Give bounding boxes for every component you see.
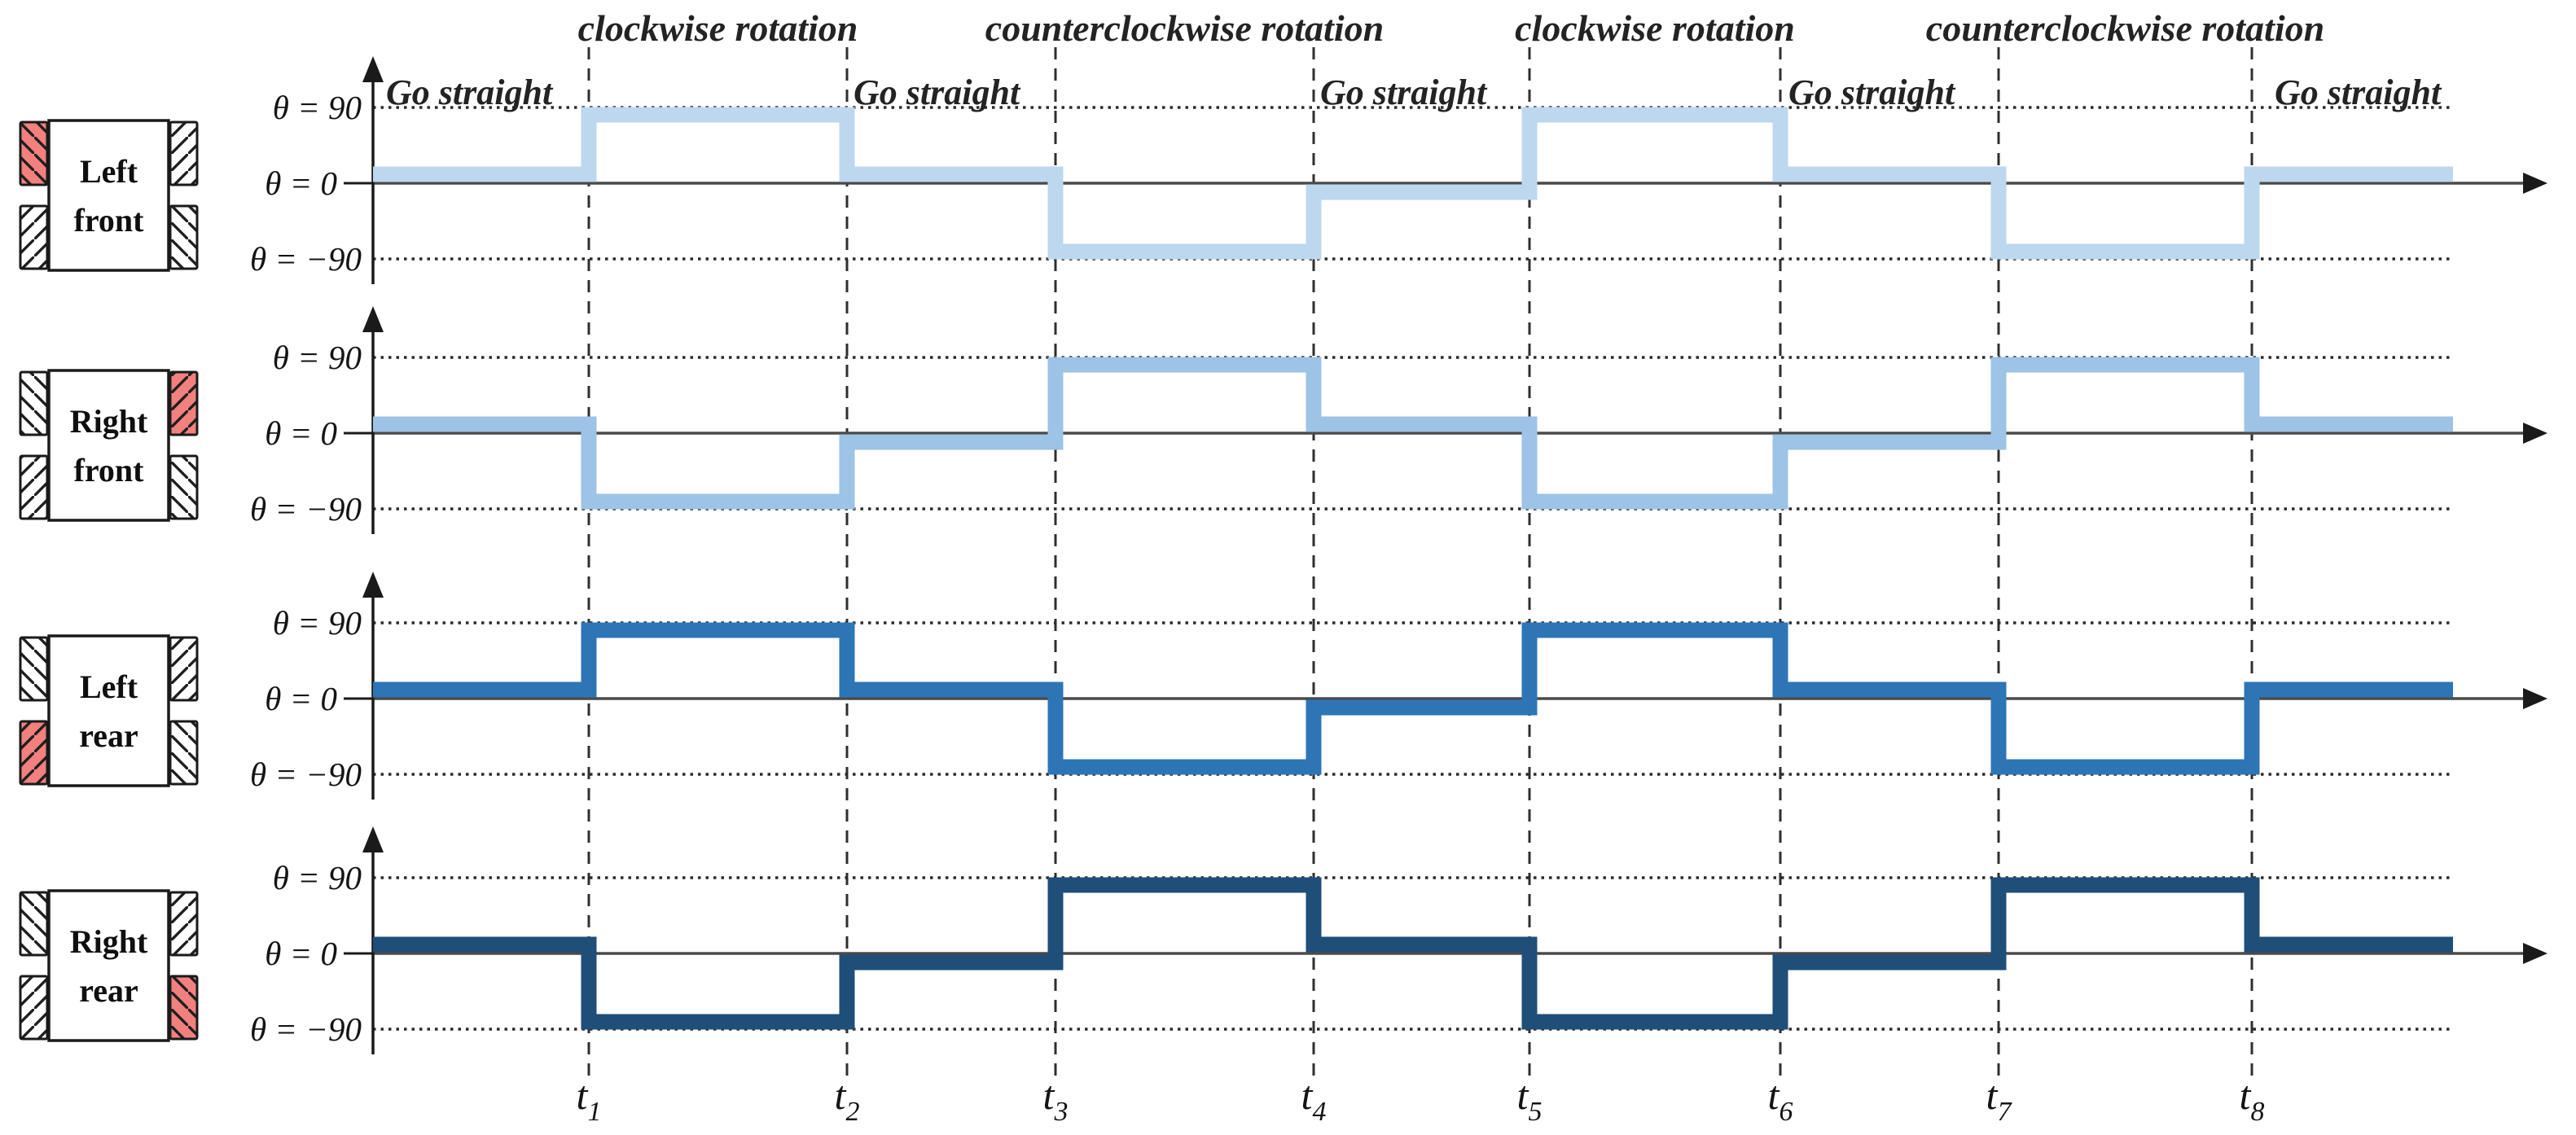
- time-label-subscript: 6: [1779, 1097, 1793, 1127]
- theta-zero-label: θ = 0: [265, 414, 337, 452]
- wheel-label-line1: Left: [80, 668, 138, 705]
- time-label-base: t: [1043, 1072, 1055, 1118]
- time-label-subscript: 2: [845, 1097, 859, 1127]
- time-label-t2: t2: [835, 1072, 860, 1127]
- time-axis-arrow-icon: [2523, 943, 2547, 964]
- wheel-front-right-icon: [169, 121, 199, 186]
- time-label-t1: t1: [577, 1072, 602, 1127]
- red-wheel-front-left-icon: [19, 121, 49, 186]
- red-wheel-rear-left-icon: [19, 720, 49, 786]
- theta-minus90-label: θ = −90: [250, 490, 362, 528]
- time-label-base: t: [2240, 1072, 2252, 1118]
- wheel-front-left-icon: [19, 891, 49, 957]
- time-axis-arrow-icon: [2523, 173, 2547, 194]
- theta-minus90-label: θ = −90: [250, 756, 362, 793]
- wheel-label-line2: front: [74, 202, 145, 239]
- robot-body: [47, 634, 170, 787]
- waveform-left-rear: [373, 622, 2453, 775]
- wheel-label-line2: rear: [79, 717, 138, 754]
- time-label-base: t: [1517, 1072, 1529, 1118]
- wheel-icon-left-front: Left front: [19, 119, 199, 272]
- time-axis-arrow-icon: [2523, 423, 2547, 444]
- wheel-label-line1: Right: [70, 923, 148, 960]
- wheel-front-left-icon: [19, 636, 49, 702]
- rotation-annotation-2: clockwise rotation: [1515, 7, 1795, 49]
- wheel-front-right-icon: [169, 891, 199, 957]
- rotation-annotation-0: clockwise rotation: [578, 7, 858, 49]
- panel-right-rear: θ = 90 θ = 0 θ = −90: [250, 826, 2547, 1054]
- panel-right-front: θ = 90 θ = 0 θ = −90: [250, 306, 2547, 534]
- wheel-rear-left-icon: [19, 975, 49, 1041]
- theta-plus90-label: θ = 90: [273, 339, 362, 376]
- wheel-front-left-icon: [19, 370, 49, 436]
- go-straight-annotation-3: Go straight: [1788, 72, 1956, 112]
- robot-body: [47, 119, 170, 272]
- theta-zero-label: θ = 0: [265, 680, 337, 717]
- red-wheel-front-right-icon: [169, 370, 199, 436]
- go-straight-annotation-0: Go straight: [386, 72, 554, 112]
- waveform-right-rear: [373, 877, 2453, 1030]
- theta-axis-arrow-icon: [362, 306, 384, 332]
- time-label-subscript: 8: [2250, 1097, 2264, 1127]
- time-label-subscript: 1: [587, 1097, 601, 1127]
- rotation-annotation-3: counterclockwise rotation: [1926, 7, 2324, 49]
- time-label-t4: t4: [1301, 1072, 1327, 1127]
- time-label-t3: t3: [1043, 1072, 1069, 1127]
- time-label-subscript: 3: [1053, 1097, 1068, 1127]
- time-label-t5: t5: [1517, 1072, 1543, 1127]
- time-label-t7: t7: [1986, 1072, 2013, 1127]
- theta-axis-arrow-icon: [362, 572, 384, 598]
- time-label-base: t: [1986, 1072, 1999, 1118]
- wheel-label-line1: Right: [70, 403, 148, 440]
- time-label-base: t: [1768, 1072, 1780, 1118]
- go-straight-annotation-1: Go straight: [854, 72, 1021, 112]
- theta-axis-arrow-icon: [362, 826, 384, 852]
- wheel-rear-right-icon: [169, 204, 199, 270]
- wheel-icon-right-front: Right front: [19, 369, 199, 522]
- wheel-rear-right-icon: [169, 720, 199, 786]
- time-label-subscript: 7: [1997, 1097, 2012, 1127]
- wheel-label-line2: front: [74, 452, 145, 489]
- wheel-front-right-icon: [169, 636, 199, 702]
- time-label-t8: t8: [2240, 1072, 2265, 1127]
- theta-minus90-label: θ = −90: [250, 240, 362, 278]
- panel-left-rear: θ = 90 θ = 0 θ = −90: [250, 572, 2547, 800]
- time-label-subscript: 4: [1312, 1097, 1326, 1127]
- wheel-label-line1: Left: [80, 153, 138, 190]
- wheel-icon-right-rear: Right rear: [19, 889, 199, 1042]
- theta-plus90-label: θ = 90: [273, 604, 362, 642]
- go-straight-annotation-2: Go straight: [1320, 72, 1488, 112]
- waveform-left-front: [373, 107, 2453, 260]
- theta-axis-arrow-icon: [362, 56, 384, 82]
- time-label-base: t: [577, 1072, 589, 1118]
- theta-plus90-label: θ = 90: [273, 859, 362, 896]
- wheel-rear-left-icon: [19, 454, 49, 520]
- wheel-rear-left-icon: [19, 204, 49, 270]
- wheel-label-line2: rear: [79, 972, 138, 1009]
- rotation-annotation-1: counterclockwise rotation: [985, 7, 1384, 49]
- time-label-base: t: [1301, 1072, 1314, 1118]
- theta-zero-label: θ = 0: [265, 935, 337, 972]
- red-wheel-rear-right-icon: [169, 975, 199, 1041]
- theta-zero-label: θ = 0: [265, 164, 337, 202]
- wheel-rear-right-icon: [169, 454, 199, 520]
- waveform-right-front: [373, 357, 2453, 510]
- time-label-base: t: [835, 1072, 847, 1118]
- go-straight-annotation-4: Go straight: [2275, 72, 2442, 112]
- time-label-subscript: 5: [1528, 1097, 1542, 1127]
- time-axis-arrow-icon: [2523, 688, 2547, 709]
- time-label-t6: t6: [1768, 1072, 1793, 1127]
- theta-plus90-label: θ = 90: [273, 89, 362, 126]
- theta-minus90-label: θ = −90: [250, 1010, 362, 1048]
- robot-body: [47, 369, 170, 522]
- panel-left-front: θ = 90 θ = 0 θ = −90: [250, 56, 2547, 284]
- wheel-icon-left-rear: Left rear: [19, 634, 199, 787]
- robot-body: [47, 889, 170, 1042]
